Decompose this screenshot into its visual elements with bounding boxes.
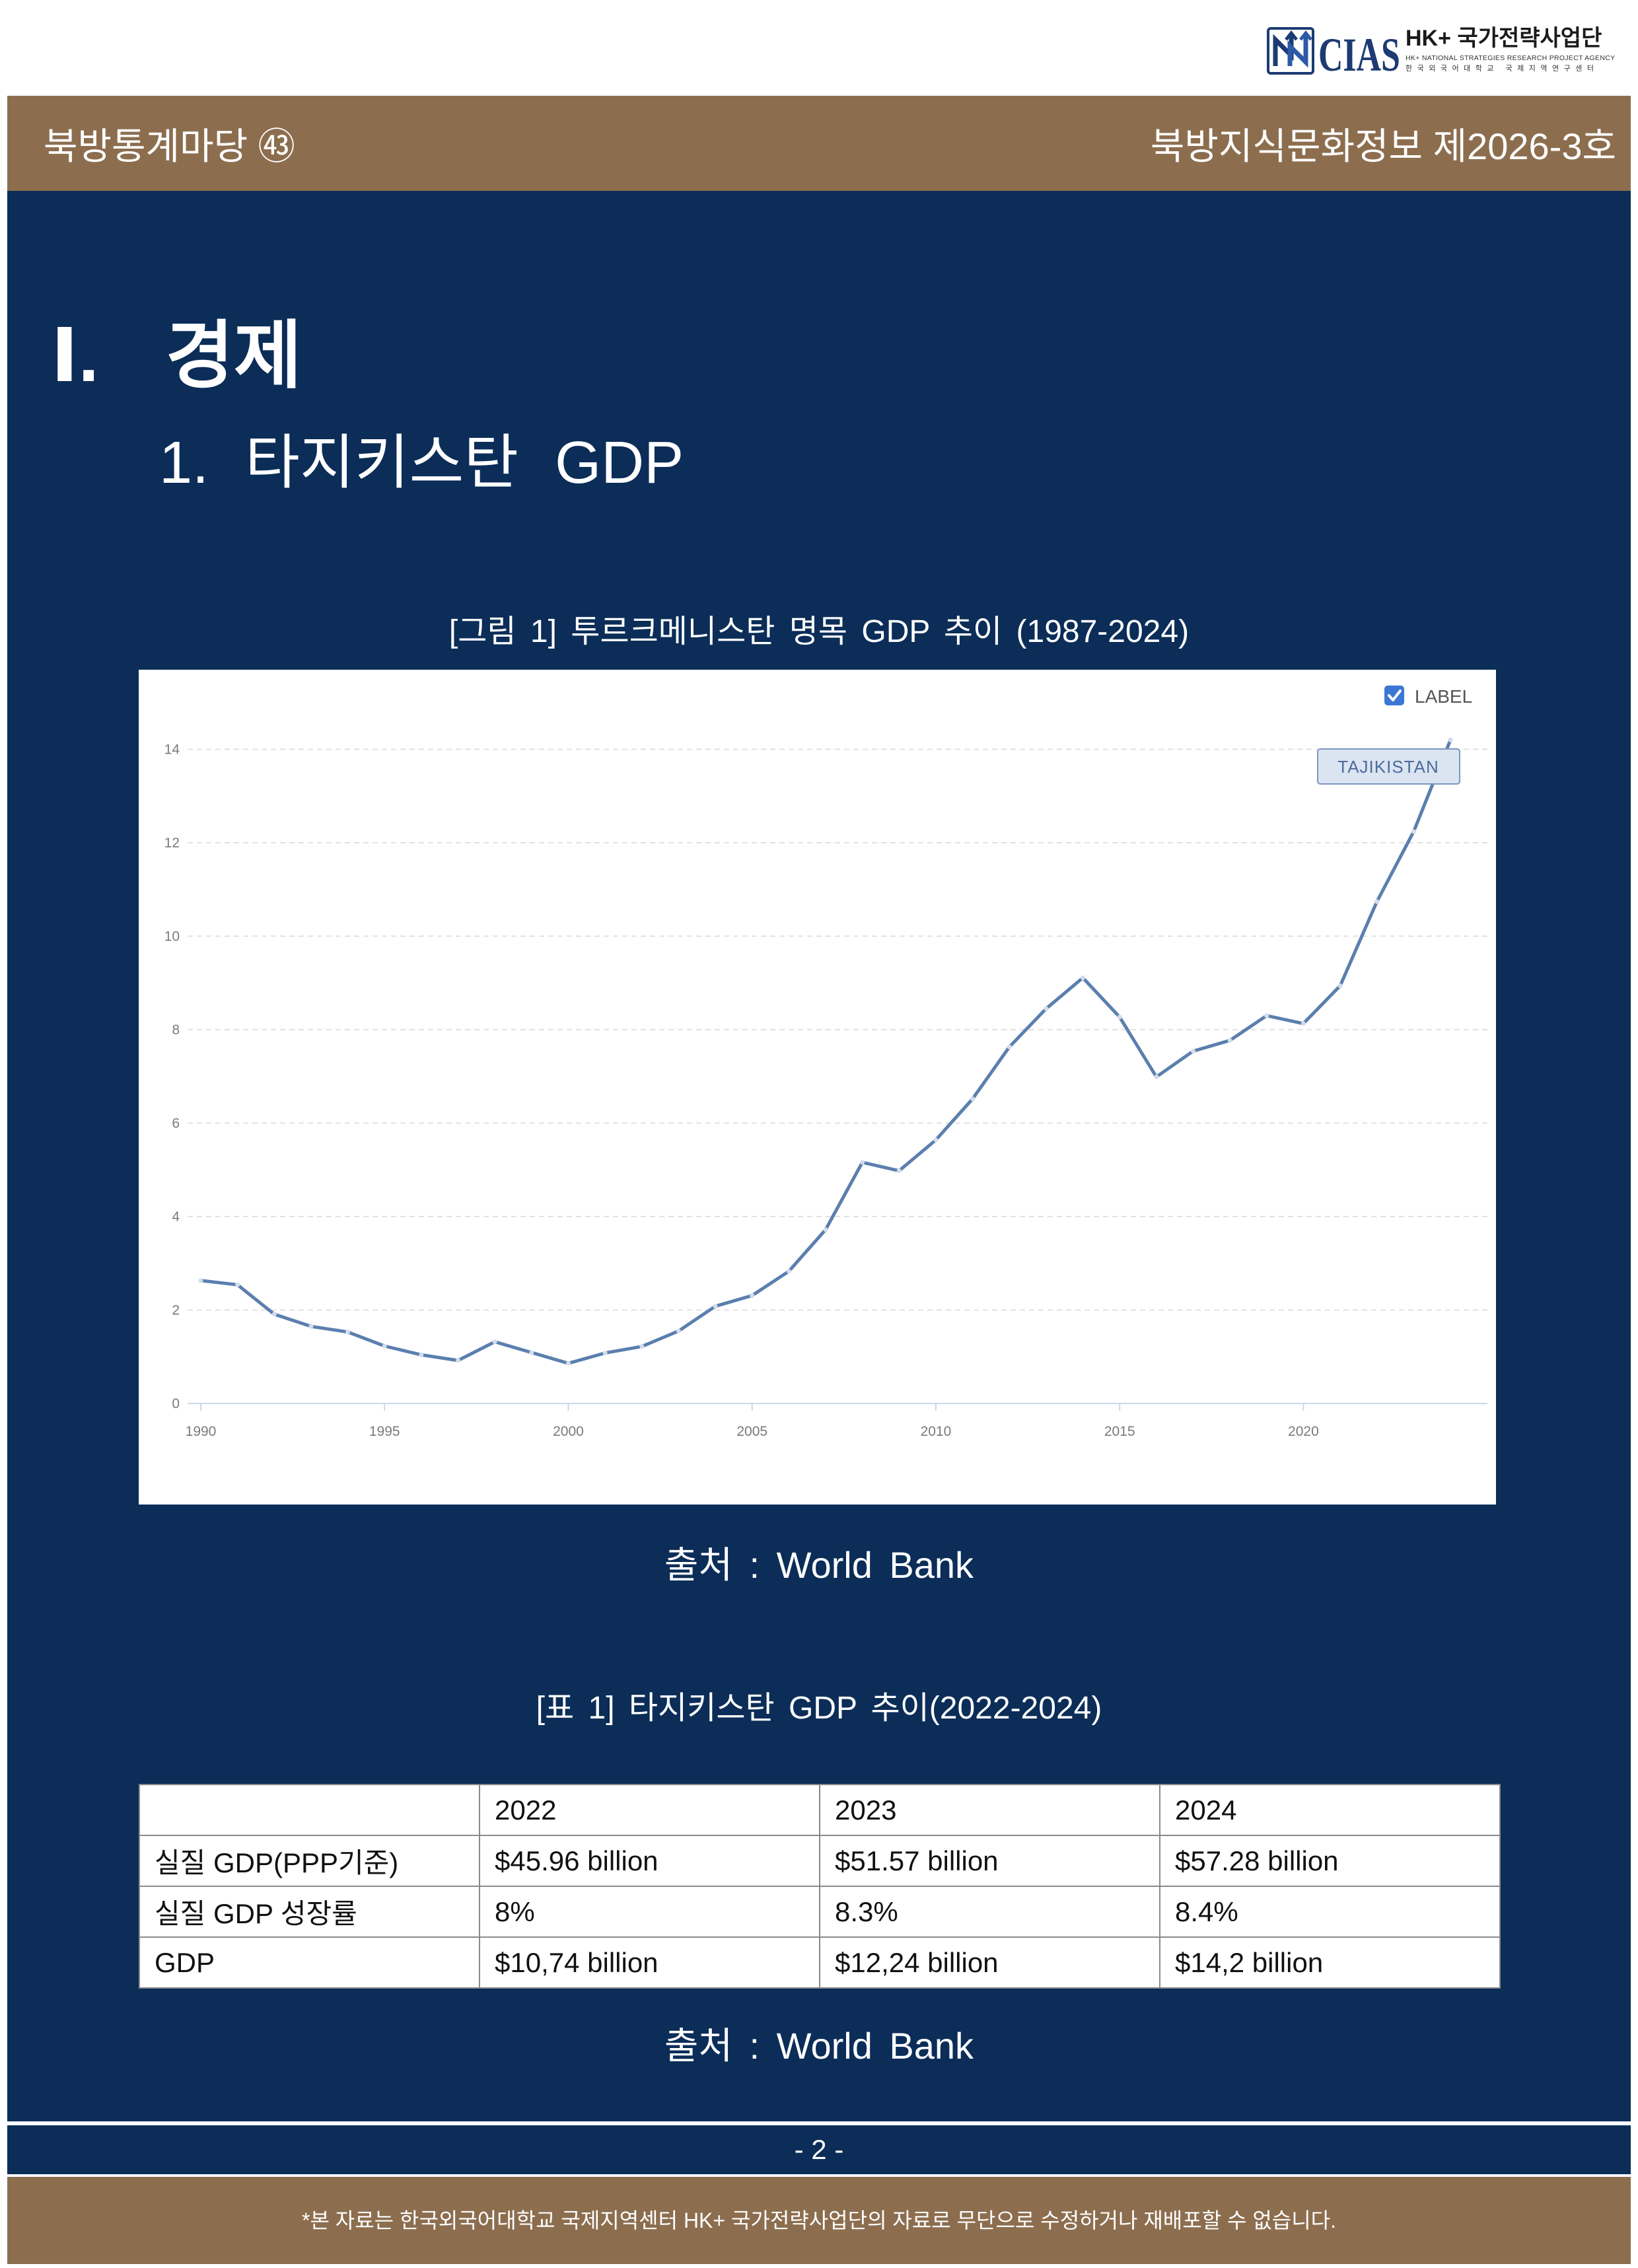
chart-point-1995 — [382, 1343, 387, 1349]
chart-point-2009 — [896, 1168, 902, 1174]
chart-point-2020 — [1300, 1021, 1306, 1026]
chart-point-2016 — [1154, 1074, 1159, 1079]
series-line-0 — [199, 738, 1452, 1365]
table-cell: 8.4% — [1159, 1886, 1501, 1938]
chart-point-1999 — [529, 1350, 534, 1355]
chart-point-2013 — [1044, 1006, 1049, 1011]
y-tick-label: 12 — [164, 835, 180, 851]
chart-point-2005 — [750, 1293, 755, 1298]
chart-point-1997 — [456, 1358, 461, 1363]
chart-point-2017 — [1190, 1049, 1195, 1054]
figure-caption: [그림 1] 투르크메니스탄 명목 GDP 추이 (1987-2024) — [448, 614, 1190, 649]
issue-number: 북방지식문화정보 제2026-3호 — [1150, 125, 1616, 167]
table-cell: $57.28 billion — [1159, 1835, 1501, 1887]
table-cell: $14,2 billion — [1159, 1936, 1501, 1989]
header-band: 북방통계마당 ㊸ 북방지식문화정보 제2026-3호 — [7, 96, 1631, 191]
cias-logo-icon-graphic — [1267, 27, 1314, 75]
table-cell: $10,74 billion — [479, 1936, 820, 1989]
chart-point-2019 — [1264, 1013, 1269, 1018]
section-title: Ⅰ. 경제 — [51, 314, 302, 397]
x-tick-label: 2010 — [921, 1424, 952, 1439]
logo-wordmark: CIAS — [1318, 28, 1400, 81]
x-tick-label: 2020 — [1288, 1424, 1319, 1439]
chart-point-1994 — [345, 1329, 351, 1335]
label-toggle-checkbox[interactable] — [1384, 686, 1404, 705]
gdp-table: 2022 2023 2024 실질 GDP(PPP기준) $45.96 bill… — [139, 1784, 1501, 1989]
series-label-text: TAJIKISTAN — [1337, 757, 1439, 777]
table-cell: 8% — [479, 1886, 820, 1938]
chart-point-2023 — [1411, 829, 1416, 834]
cias-logo-icon — [1266, 26, 1315, 75]
figure-source: 출처 : World Bank — [664, 1544, 974, 1586]
chart-point-2012 — [1007, 1044, 1012, 1049]
table-cell: 8.3% — [819, 1886, 1160, 1938]
table-source: 출처 : World Bank — [664, 2025, 974, 2067]
table-row: 실질 GDP(PPP기준) $45.96 billion $51.57 bill… — [139, 1835, 1501, 1887]
table-caption: [표 1] 타지키스탄 GDP 추이(2022-2024) — [536, 1691, 1102, 1726]
chart-point-2004 — [713, 1304, 718, 1309]
page-number: - 2 - — [7, 2125, 1631, 2174]
x-tick-label: 2005 — [736, 1424, 767, 1439]
series-title: 북방통계마당 ㊸ — [44, 125, 295, 167]
chart-point-2024 — [1448, 737, 1453, 742]
y-tick-label: 14 — [164, 742, 180, 758]
chart-point-1992 — [271, 1312, 277, 1317]
table-cell: $12,24 billion — [819, 1936, 1160, 1989]
chart-point-2022 — [1374, 899, 1380, 904]
chart-point-1991 — [235, 1282, 240, 1287]
y-tick-label: 10 — [164, 929, 180, 944]
table-row: 실질 GDP 성장률 8% 8.3% 8.4% — [139, 1886, 1501, 1938]
table-row-label: 실질 GDP 성장률 — [139, 1886, 480, 1938]
table-header-row: 2022 2023 2024 — [139, 1784, 1501, 1836]
x-tick-label: 2000 — [553, 1424, 584, 1439]
checkmark-icon — [1388, 690, 1402, 701]
table-row-label: 실질 GDP(PPP기준) — [139, 1835, 480, 1887]
y-tick-label: 2 — [172, 1303, 180, 1318]
chart-point-1996 — [419, 1352, 424, 1357]
y-tick-label: 6 — [172, 1116, 180, 1131]
chart-point-2014 — [1081, 975, 1086, 980]
chart-point-2008 — [860, 1160, 865, 1165]
chart-point-1998 — [492, 1339, 497, 1345]
logo-subtitle-en: HK+ NATIONAL STRATEGIES RESEARCH PROJECT… — [1406, 54, 1616, 62]
table-row-label: GDP — [139, 1936, 480, 1989]
chart-point-2021 — [1337, 983, 1343, 988]
table-header-cell — [139, 1784, 480, 1836]
copyright-notice: *본 자료는 한국외국어대학교 국제지역센터 HK+ 국가전략사업단의 자료로 … — [7, 2177, 1631, 2264]
x-tick-label: 2015 — [1104, 1424, 1135, 1439]
chart-point-2015 — [1117, 1014, 1122, 1020]
chart-point-2006 — [786, 1269, 791, 1274]
chart-point-2007 — [823, 1227, 828, 1232]
chart-point-2000 — [565, 1361, 571, 1366]
table-cell: $51.57 billion — [819, 1835, 1160, 1887]
chart-point-2010 — [933, 1137, 939, 1143]
logo-title: HK+ 국가전략사업단 — [1406, 26, 1602, 51]
series-label: TAJIKISTAN — [1317, 748, 1460, 785]
section-subtitle: 1. 타지키스탄 GDP — [159, 430, 684, 496]
y-tick-label: 4 — [172, 1209, 180, 1224]
chart-point-2011 — [970, 1096, 976, 1102]
table-cell: $45.96 billion — [479, 1835, 820, 1887]
y-tick-label: 0 — [172, 1396, 180, 1411]
chart-point-2001 — [602, 1351, 608, 1356]
table-header-cell: 2022 — [479, 1784, 820, 1836]
plot-area: 0 2 4 6 8 10 12 14 1990 1995 2000 2005 2010 2015 2020 — [164, 737, 1487, 1439]
label-toggle[interactable]: LABEL — [1384, 686, 1472, 707]
chart-point-1990 — [198, 1278, 203, 1283]
x-tick-label: 1995 — [369, 1424, 400, 1439]
label-toggle-text[interactable]: LABEL — [1415, 686, 1472, 707]
table-header-cell: 2024 — [1159, 1784, 1501, 1836]
table-row: GDP $10,74 billion $12,24 billion $14,2 … — [139, 1936, 1501, 1989]
y-tick-label: 8 — [172, 1022, 180, 1038]
x-tick-label: 1990 — [186, 1424, 217, 1439]
chart-point-2003 — [676, 1328, 681, 1333]
chart-point-2002 — [639, 1344, 645, 1349]
series-label-box — [1317, 748, 1460, 785]
table-header-cell: 2023 — [819, 1784, 1160, 1836]
chart-point-1993 — [308, 1324, 314, 1329]
gdp-chart-panel: 0 2 4 6 8 10 12 14 1990 1995 2000 2005 2010 2015 2020 … — [139, 670, 1496, 1505]
logo-subtitle-ko: 한국외국어대학교 국제지역연구센터 — [1406, 65, 1599, 73]
chart-point-2018 — [1227, 1038, 1232, 1043]
